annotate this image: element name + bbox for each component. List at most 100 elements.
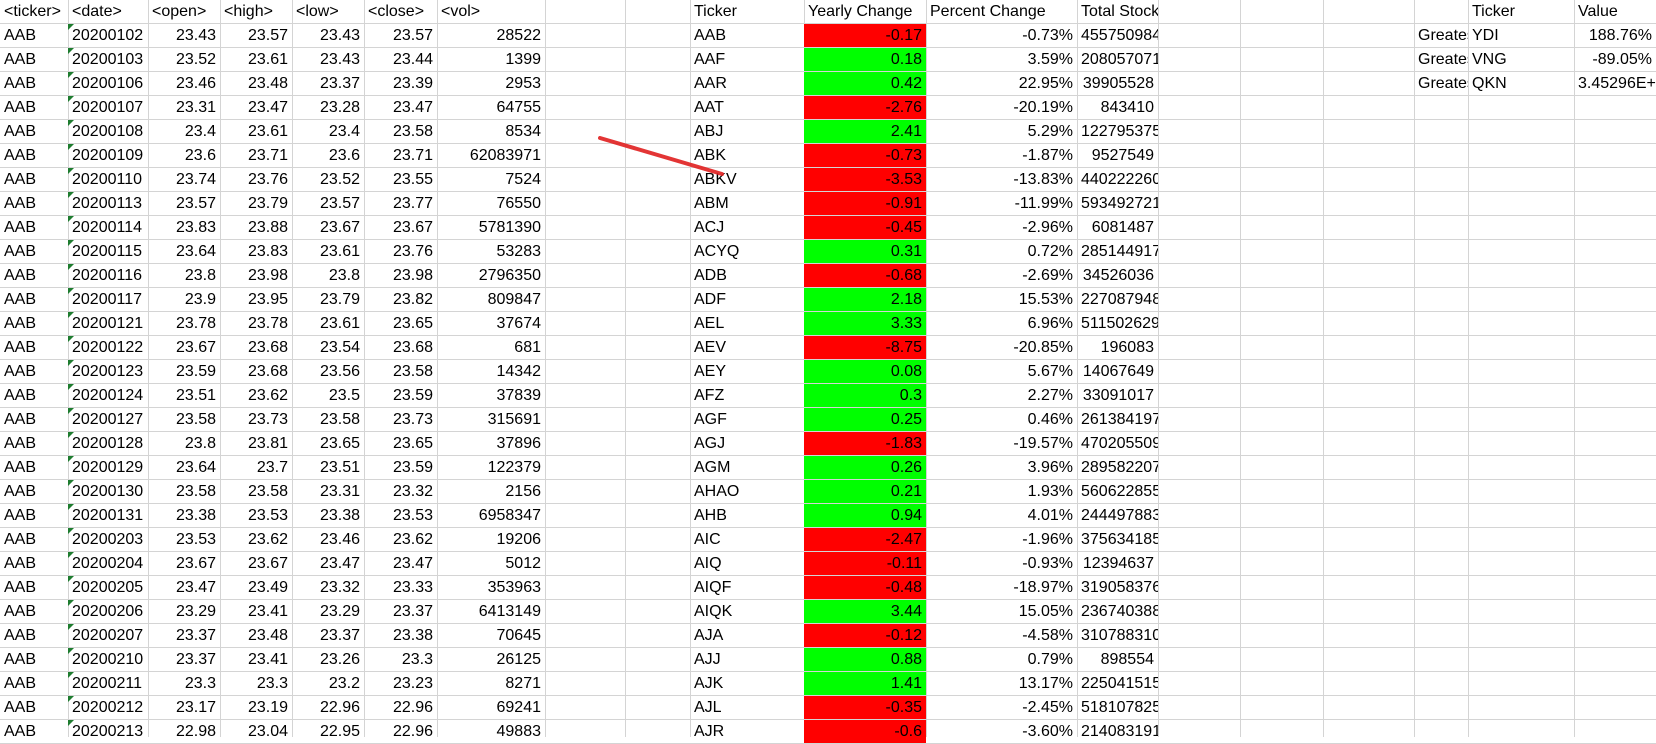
summary-ticker-cell[interactable]: ACYQ bbox=[690, 240, 804, 263]
summary-ticker-cell[interactable]: AIQ bbox=[690, 552, 804, 575]
percent-change-cell[interactable]: -4.58% bbox=[926, 624, 1077, 647]
value-cell[interactable]: 23.67 bbox=[220, 552, 292, 575]
date-cell[interactable]: 20200106 bbox=[68, 72, 148, 95]
date-cell[interactable]: 20200114 bbox=[68, 216, 148, 239]
value-cell[interactable]: 76550 bbox=[437, 192, 545, 215]
value-cell[interactable]: 8271 bbox=[437, 672, 545, 695]
value-cell[interactable]: 23.4 bbox=[292, 120, 364, 143]
summary-ticker-cell[interactable]: AIQF bbox=[690, 576, 804, 599]
value-cell[interactable]: 22.96 bbox=[292, 696, 364, 719]
date-cell[interactable]: 20200113 bbox=[68, 192, 148, 215]
summary-ticker-cell[interactable]: AAT bbox=[690, 96, 804, 119]
yearly-change-cell[interactable]: -0.12 bbox=[804, 624, 926, 647]
date-cell[interactable]: 20200207 bbox=[68, 624, 148, 647]
value-cell[interactable]: 23.57 bbox=[292, 192, 364, 215]
percent-change-cell[interactable]: 0.72% bbox=[926, 240, 1077, 263]
date-cell[interactable]: 20200130 bbox=[68, 480, 148, 503]
value-cell[interactable]: 23.52 bbox=[292, 168, 364, 191]
value-cell[interactable]: 23.32 bbox=[292, 576, 364, 599]
value-cell[interactable]: 23.62 bbox=[220, 528, 292, 551]
value-cell[interactable]: 23.58 bbox=[364, 120, 437, 143]
total-volume-cell[interactable]: 22708794844 bbox=[1077, 288, 1158, 311]
date-cell[interactable]: 20200102 bbox=[68, 24, 148, 47]
date-cell[interactable]: 20200110 bbox=[68, 168, 148, 191]
value-cell[interactable]: 23.79 bbox=[292, 288, 364, 311]
value-cell[interactable]: 23.67 bbox=[292, 216, 364, 239]
yearly-change-cell[interactable]: 2.18 bbox=[804, 288, 926, 311]
value-cell[interactable]: 23.51 bbox=[292, 456, 364, 479]
ticker-cell[interactable]: AAB bbox=[0, 648, 68, 671]
total-volume-cell[interactable]: 2613841972 bbox=[1077, 408, 1158, 431]
value-cell[interactable]: 23.98 bbox=[364, 264, 437, 287]
ticker-cell[interactable]: AAB bbox=[0, 96, 68, 119]
value-cell[interactable]: 23.79 bbox=[220, 192, 292, 215]
value-cell[interactable]: 23.41 bbox=[220, 600, 292, 623]
total-volume-cell[interactable]: 2250415159 bbox=[1077, 672, 1158, 695]
value-cell[interactable]: 6958347 bbox=[437, 504, 545, 527]
percent-change-cell[interactable]: 3.59% bbox=[926, 48, 1077, 71]
greatest-label-cell[interactable]: Greatest % Decrease bbox=[1414, 48, 1468, 71]
header-cell[interactable]: <close> bbox=[364, 0, 437, 23]
total-volume-cell[interactable]: 12394637 bbox=[1077, 552, 1158, 575]
value-cell[interactable]: 23.8 bbox=[148, 264, 220, 287]
value-cell[interactable]: 23.73 bbox=[220, 408, 292, 431]
value-cell[interactable]: 23.04 bbox=[220, 720, 292, 743]
value-cell[interactable]: 23.58 bbox=[148, 480, 220, 503]
value-cell[interactable]: 23.38 bbox=[364, 624, 437, 647]
value-cell[interactable]: 23.28 bbox=[292, 96, 364, 119]
yearly-change-cell[interactable]: 3.33 bbox=[804, 312, 926, 335]
value-cell[interactable]: 53283 bbox=[437, 240, 545, 263]
summary-ticker-cell[interactable]: ADF bbox=[690, 288, 804, 311]
value-cell[interactable]: 23.68 bbox=[220, 336, 292, 359]
total-volume-cell[interactable]: 1227953758 bbox=[1077, 120, 1158, 143]
value-cell[interactable]: 122379 bbox=[437, 456, 545, 479]
summary-ticker-cell[interactable]: AHB bbox=[690, 504, 804, 527]
value-cell[interactable]: 23.54 bbox=[292, 336, 364, 359]
ticker-cell[interactable]: AAB bbox=[0, 312, 68, 335]
value-cell[interactable]: 23.53 bbox=[364, 504, 437, 527]
ticker-cell[interactable]: AAB bbox=[0, 216, 68, 239]
percent-change-cell[interactable]: 2.27% bbox=[926, 384, 1077, 407]
ticker-cell[interactable]: AAB bbox=[0, 168, 68, 191]
header-cell[interactable]: <date> bbox=[68, 0, 148, 23]
percent-change-cell[interactable]: 13.17% bbox=[926, 672, 1077, 695]
percent-change-cell[interactable]: 15.05% bbox=[926, 600, 1077, 623]
value-cell[interactable]: 23.43 bbox=[292, 24, 364, 47]
percent-change-cell[interactable]: -20.19% bbox=[926, 96, 1077, 119]
percent-change-cell[interactable]: 22.95% bbox=[926, 72, 1077, 95]
total-volume-cell[interactable]: 34526036 bbox=[1077, 264, 1158, 287]
value-cell[interactable]: 23.2 bbox=[292, 672, 364, 695]
summary-ticker-cell[interactable]: AEL bbox=[690, 312, 804, 335]
value-cell[interactable]: 23.67 bbox=[364, 216, 437, 239]
summary-ticker-cell[interactable]: ABKV bbox=[690, 168, 804, 191]
total-volume-cell[interactable]: 4402222603 bbox=[1077, 168, 1158, 191]
value-cell[interactable]: 23.37 bbox=[148, 648, 220, 671]
yearly-change-cell[interactable]: -1.83 bbox=[804, 432, 926, 455]
date-cell[interactable]: 20200123 bbox=[68, 360, 148, 383]
summary-ticker-cell[interactable]: AGJ bbox=[690, 432, 804, 455]
header-cell[interactable]: <open> bbox=[148, 0, 220, 23]
yearly-change-cell[interactable]: 2.41 bbox=[804, 120, 926, 143]
ticker-cell[interactable]: AAB bbox=[0, 264, 68, 287]
value-cell[interactable]: 23.43 bbox=[292, 48, 364, 71]
yearly-change-cell[interactable]: -0.91 bbox=[804, 192, 926, 215]
value-cell[interactable]: 37896 bbox=[437, 432, 545, 455]
ticker-cell[interactable]: AAB bbox=[0, 48, 68, 71]
value-cell[interactable]: 23.76 bbox=[364, 240, 437, 263]
value-cell[interactable]: 23.46 bbox=[148, 72, 220, 95]
value-cell[interactable]: 62083971 bbox=[437, 144, 545, 167]
summary-ticker-cell[interactable]: AAB bbox=[690, 24, 804, 47]
ticker-cell[interactable]: AAB bbox=[0, 384, 68, 407]
date-cell[interactable]: 20200107 bbox=[68, 96, 148, 119]
date-cell[interactable]: 20200124 bbox=[68, 384, 148, 407]
yearly-change-cell[interactable]: -3.53 bbox=[804, 168, 926, 191]
value-cell[interactable]: 23.71 bbox=[364, 144, 437, 167]
date-cell[interactable]: 20200127 bbox=[68, 408, 148, 431]
date-cell[interactable]: 20200213 bbox=[68, 720, 148, 743]
value-cell[interactable]: 69241 bbox=[437, 696, 545, 719]
summary-ticker-cell[interactable]: AEY bbox=[690, 360, 804, 383]
value-cell[interactable]: 23.61 bbox=[292, 240, 364, 263]
value-cell[interactable]: 23.61 bbox=[220, 48, 292, 71]
percent-change-cell[interactable]: 5.29% bbox=[926, 120, 1077, 143]
